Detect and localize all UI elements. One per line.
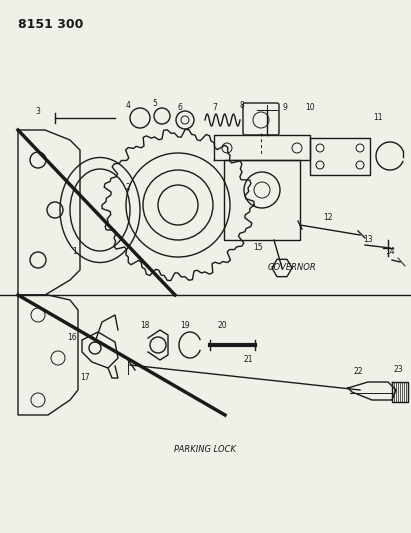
Text: 11: 11 — [373, 114, 383, 123]
Text: 4: 4 — [126, 101, 130, 109]
Text: 21: 21 — [243, 356, 253, 365]
Text: 17: 17 — [80, 374, 90, 383]
Text: 10: 10 — [305, 103, 315, 112]
Text: GOVERNOR: GOVERNOR — [268, 263, 317, 272]
Text: 19: 19 — [180, 320, 190, 329]
Text: 18: 18 — [140, 320, 150, 329]
Text: 20: 20 — [217, 320, 227, 329]
Text: 15: 15 — [253, 244, 263, 253]
Text: 23: 23 — [393, 366, 403, 375]
Text: 13: 13 — [363, 236, 373, 245]
Text: 5: 5 — [152, 100, 157, 109]
Text: 2: 2 — [126, 183, 130, 192]
Text: 7: 7 — [212, 103, 217, 112]
Text: 8: 8 — [240, 101, 245, 109]
Text: 12: 12 — [323, 214, 333, 222]
Text: PARKING LOCK: PARKING LOCK — [174, 446, 236, 455]
Text: 8151 300: 8151 300 — [18, 18, 83, 31]
Text: 3: 3 — [36, 108, 40, 117]
Text: 22: 22 — [353, 367, 363, 376]
Text: 9: 9 — [282, 103, 287, 112]
Text: 6: 6 — [178, 102, 182, 111]
Text: 1: 1 — [73, 247, 77, 256]
Text: 14: 14 — [385, 247, 395, 256]
Text: 16: 16 — [67, 334, 77, 343]
